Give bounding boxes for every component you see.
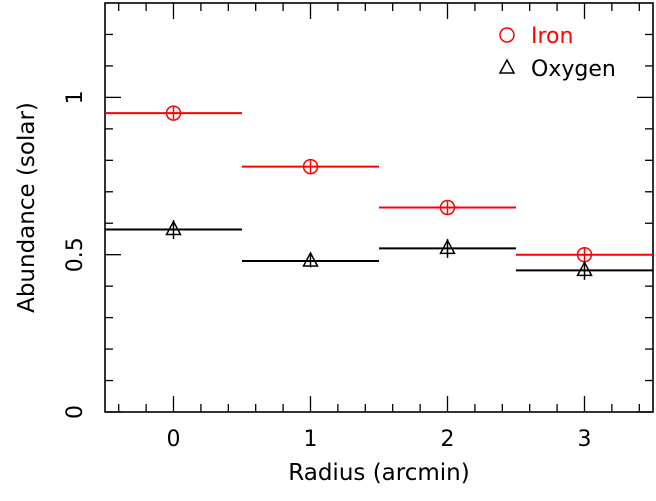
data-layer [105,105,653,280]
ticks-layer: 0 1 2 3 0 0.5 1 [63,3,653,452]
iron-point [439,199,456,216]
legend: Iron Oxygen [498,24,616,82]
iron-point [302,158,319,175]
legend-oxygen-label: Oxygen [531,57,616,82]
x-tick-label: 1 [304,427,318,452]
x-tick-label: 3 [578,427,592,452]
oxygen-point [576,260,593,277]
legend-iron-marker [499,27,515,43]
oxygen-point [302,251,319,267]
legend-oxygen-marker [498,58,516,74]
y-axis-label: Abundance (solar) [14,102,40,313]
x-axis-label: Radius (arcmin) [288,460,469,486]
oxygen-point [439,238,456,255]
x-tick-label: 0 [167,427,181,452]
iron-point [165,105,182,121]
x-tick-label: 2 [441,427,455,452]
oxygen-point [165,219,182,236]
y-tick-label: 0.5 [63,237,88,272]
legend-iron-label: Iron [531,24,573,49]
y-tick-label: 0 [63,405,88,419]
plot-frame [104,2,654,413]
y-tick-label: 1 [63,90,88,104]
